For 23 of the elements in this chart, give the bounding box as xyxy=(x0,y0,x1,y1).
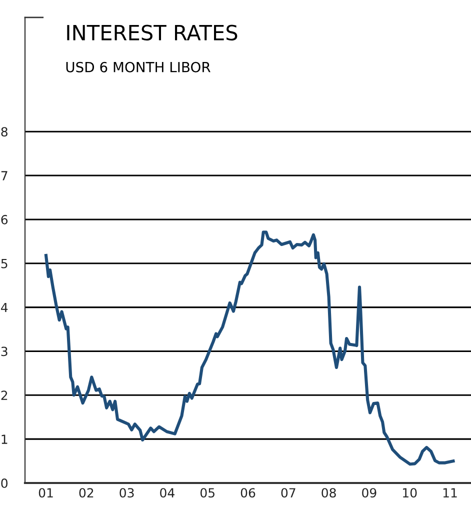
y-tick-label: 8 xyxy=(1,127,8,137)
x-tick-label: 01 xyxy=(38,488,53,498)
x-tick-label: 08 xyxy=(322,488,336,498)
line-series xyxy=(44,230,455,466)
text: USD 6 MONTH LIBOR xyxy=(66,62,210,72)
y-tick-label: 0 xyxy=(1,478,8,488)
chart-title: INTEREST RATES xyxy=(67,24,238,41)
y-tick-label: 5 xyxy=(1,259,8,268)
x-tick-label: 10 xyxy=(403,488,417,498)
x-tick-label: 02 xyxy=(79,488,94,498)
y-tick-label: 2 xyxy=(1,390,8,400)
y-tick-label: 1 xyxy=(2,434,8,444)
y-tick-label: 3 xyxy=(1,346,8,356)
x-tick-label: 05 xyxy=(200,488,214,498)
x-tick-label: 04 xyxy=(160,488,174,498)
y-tick-label: 6 xyxy=(1,214,8,224)
x-tick-label: 09 xyxy=(362,488,376,498)
x-tick-label: 07 xyxy=(281,488,296,498)
y-tick-label: 4 xyxy=(0,302,8,312)
x-tick-label: 06 xyxy=(240,488,256,498)
x-tick-label: 11 xyxy=(443,488,457,498)
y-tick-label: 7 xyxy=(1,171,8,180)
x-tick-label: 03 xyxy=(120,488,134,498)
